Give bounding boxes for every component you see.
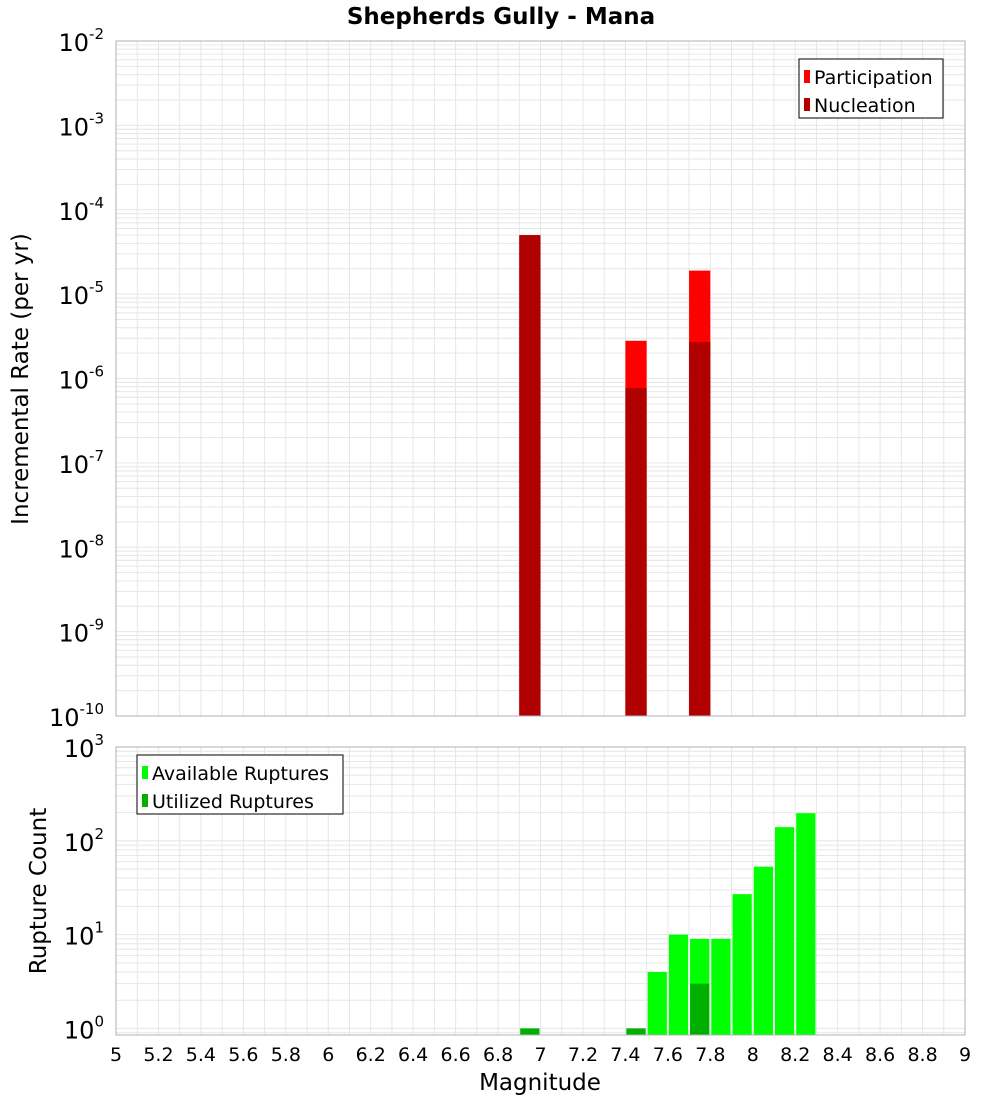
- top-legend: Participation Nucleation: [798, 58, 944, 119]
- top-panel-bars: [519, 235, 711, 716]
- x-tick-label: 9: [959, 1044, 971, 1066]
- x-tick-label: 6.6: [440, 1044, 470, 1066]
- bar-nucleation: [625, 388, 647, 716]
- bar-nucleation: [519, 235, 541, 716]
- bar-available-ruptures: [732, 894, 752, 1035]
- legend-swatch: [804, 98, 810, 111]
- x-tick-label: 8.6: [865, 1044, 895, 1066]
- bar-utilized-ruptures: [520, 1028, 540, 1035]
- legend-swatch: [142, 766, 148, 779]
- y-tick-label: 10-10: [49, 700, 104, 732]
- top-panel-frame: [115, 40, 966, 717]
- bar-available-ruptures: [647, 971, 667, 1035]
- y-tick-label: 10-7: [58, 447, 104, 479]
- x-tick-label: 6.4: [398, 1044, 428, 1066]
- top-y-axis-label: Incremental Rate (per yr): [8, 233, 34, 525]
- bottom-legend: Available Ruptures Utilized Ruptures: [136, 754, 344, 815]
- x-tick-label: 7.8: [695, 1044, 725, 1066]
- y-tick-label: 103: [64, 731, 104, 763]
- x-tick-label: 5.8: [271, 1044, 301, 1066]
- x-tick-label: 8.8: [907, 1044, 937, 1066]
- legend-label: Utilized Ruptures: [152, 791, 314, 813]
- y-tick-label: 10-3: [58, 109, 104, 141]
- y-tick-label: 102: [64, 825, 104, 857]
- bottom-y-axis-label: Rupture Count: [26, 808, 52, 974]
- y-tick-label: 10-6: [58, 363, 104, 395]
- x-tick-label: 8.4: [823, 1044, 853, 1066]
- y-tick-label: 10-8: [58, 531, 104, 563]
- legend-swatch: [804, 70, 810, 83]
- bar-utilized-ruptures: [690, 983, 710, 1035]
- x-tick-label: 7.6: [653, 1044, 683, 1066]
- x-tick-label: 6: [322, 1044, 334, 1066]
- bottom-panel-y-ticks: 100 101 102 103: [64, 731, 104, 1044]
- legend-frame: [136, 754, 344, 815]
- y-tick-label: 10-9: [58, 616, 104, 648]
- x-tick-label: 7.4: [610, 1044, 640, 1066]
- x-axis-ticks: 5 5.2 5.4 5.6 5.8 6 6.2 6.4 6.6 6.8 7 7.2 7.4 7.6 7.8 8…: [110, 1044, 971, 1066]
- bar-available-ruptures: [774, 827, 795, 1035]
- bar-available-ruptures: [796, 813, 816, 1035]
- y-tick-label: 101: [64, 919, 104, 951]
- bottom-panel-frame: [115, 746, 966, 1036]
- bar-available-ruptures: [711, 938, 731, 1035]
- x-tick-label: 7.2: [568, 1044, 598, 1066]
- bar-nucleation: [689, 342, 711, 716]
- x-tick-label: 6.8: [483, 1044, 513, 1066]
- y-tick-label: 100: [64, 1012, 104, 1044]
- legend-label: Available Ruptures: [152, 763, 329, 785]
- x-tick-label: 8: [747, 1044, 759, 1066]
- bottom-panel-bars: [520, 813, 816, 1035]
- y-tick-label: 10-5: [58, 278, 104, 310]
- x-tick-label: 6.2: [356, 1044, 386, 1066]
- x-tick-label: 5.4: [186, 1044, 216, 1066]
- y-tick-label: 10-2: [58, 25, 104, 57]
- top-panel-y-ticks: 10-10 10-9 10-8 10-7 10-6 10-5 10-4 10-3 10-2: [49, 25, 104, 732]
- legend-swatch: [142, 794, 148, 807]
- legend-label: Nucleation: [814, 95, 916, 117]
- x-tick-label: 5.2: [143, 1044, 173, 1066]
- y-tick-label: 10-4: [58, 194, 104, 226]
- x-tick-label: 5: [110, 1044, 122, 1066]
- bar-available-ruptures: [668, 934, 689, 1035]
- chart-title: Shepherds Gully - Mana: [347, 4, 655, 30]
- x-tick-label: 7: [534, 1044, 546, 1066]
- x-tick-label: 5.6: [228, 1044, 258, 1066]
- bar-available-ruptures: [753, 866, 773, 1035]
- legend-frame: [798, 58, 944, 119]
- x-tick-label: 8.2: [780, 1044, 810, 1066]
- bar-utilized-ruptures: [626, 1028, 646, 1035]
- legend-label: Participation: [814, 67, 933, 89]
- x-axis-label: Magnitude: [479, 1070, 601, 1096]
